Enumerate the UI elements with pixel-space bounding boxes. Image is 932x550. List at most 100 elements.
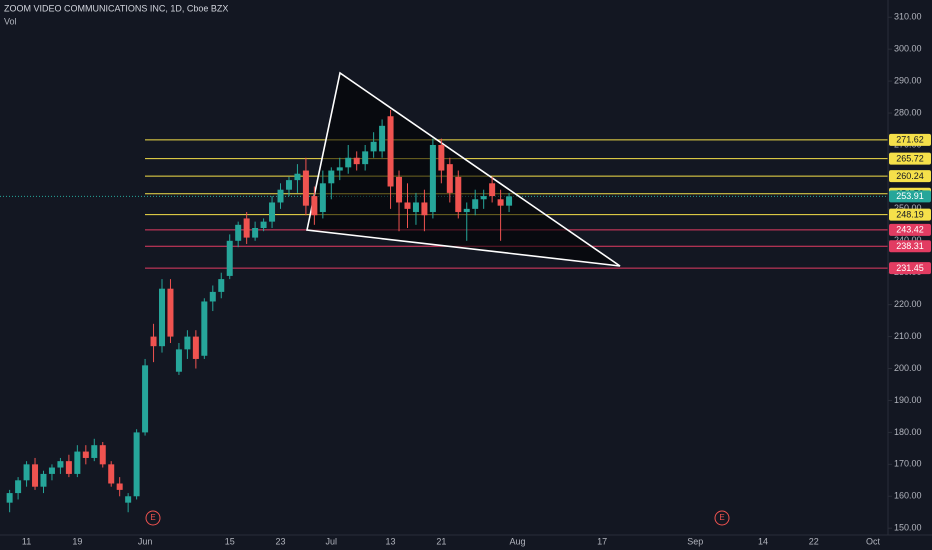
last-price-label: 253.91: [896, 191, 924, 201]
candle-body: [311, 196, 318, 216]
candle-body: [218, 279, 225, 292]
candles: [6, 109, 513, 513]
candle-body: [463, 208, 470, 213]
candle-body: [362, 151, 369, 165]
candle-body: [336, 167, 343, 171]
candle-body: [201, 301, 208, 356]
level-tag: [889, 170, 931, 183]
level-tag: [889, 208, 931, 221]
candle-body: [269, 202, 276, 222]
candle-body: [226, 240, 233, 276]
level-tag-label: 231.45: [896, 263, 924, 273]
y-tick-label: 170.00: [894, 459, 922, 469]
candle-body: [235, 224, 242, 241]
triangle-drawing: [306, 71, 621, 267]
chart-title: ZOOM VIDEO COMMUNICATIONS INC, 1D, Cboe …: [4, 3, 228, 13]
y-tick-label: 200.00: [894, 363, 922, 373]
x-tick-label: 22: [809, 536, 819, 546]
candle-body: [99, 445, 106, 465]
x-tick-label: Oct: [866, 536, 881, 546]
candle-body: [446, 164, 453, 193]
y-tick-label: 280.00: [894, 107, 922, 117]
candle-body: [142, 365, 149, 433]
candle-body: [159, 288, 166, 347]
y-tick-label: 160.00: [894, 491, 922, 501]
earnings-marker[interactable]: [714, 510, 730, 526]
candle-body: [421, 202, 428, 216]
level-tag-label: 238.31: [896, 241, 924, 251]
x-tick-label: Jun: [138, 536, 153, 546]
candle-body: [472, 199, 479, 209]
candle-body: [243, 218, 250, 238]
candle-body: [438, 144, 445, 171]
candle-body: [328, 170, 335, 184]
x-tick-label: 19: [72, 536, 82, 546]
y-tick-label: 250.00: [894, 203, 922, 213]
y-tick-label: 310.00: [894, 12, 922, 22]
candle-body: [65, 461, 72, 474]
chart-subtitle: Vol: [4, 16, 17, 26]
x-tick-label: 13: [386, 536, 396, 546]
candle-body: [150, 336, 157, 347]
candle-body: [175, 349, 182, 372]
y-tick-label: 150.00: [894, 523, 922, 533]
level-tag: [889, 152, 931, 165]
candle-body: [497, 199, 504, 206]
candle-body: [345, 157, 352, 168]
candle-body: [91, 445, 98, 458]
candle-body: [252, 228, 259, 238]
level-tag: [889, 262, 931, 275]
candle-body: [319, 183, 326, 213]
level-tag: [889, 223, 931, 236]
level-tag: [889, 133, 931, 146]
candle-body: [125, 496, 132, 503]
candle-body: [32, 464, 39, 487]
candle-body: [82, 451, 89, 458]
candle-body: [480, 196, 487, 200]
candle-body: [23, 464, 30, 481]
candle-body: [15, 480, 22, 494]
candle-body: [6, 493, 13, 503]
candle-body: [57, 461, 64, 468]
y-tick-label: 210.00: [894, 331, 922, 341]
earnings-label[interactable]: E: [719, 513, 724, 522]
candle-body: [116, 483, 123, 490]
candle-body: [133, 432, 140, 497]
y-tick-label: 300.00: [894, 44, 922, 54]
x-tick-label: 17: [597, 536, 607, 546]
x-tick-label: 15: [225, 536, 235, 546]
candle-body: [353, 157, 360, 165]
candle-body: [396, 176, 403, 203]
candle-body: [455, 176, 462, 213]
earnings-marker[interactable]: [145, 510, 161, 526]
candle-body: [260, 221, 267, 229]
candle-body: [302, 170, 309, 206]
y-tick-label: 190.00: [894, 395, 922, 405]
y-tick-label: 180.00: [894, 427, 922, 437]
x-tick-label: Jul: [326, 536, 338, 546]
x-tick-label: 14: [758, 536, 768, 546]
candle-body: [506, 196, 513, 206]
y-tick-label: 220.00: [894, 299, 922, 309]
x-tick-label: 23: [276, 536, 286, 546]
candle-body: [370, 141, 377, 152]
x-tick-label: Sep: [687, 536, 703, 546]
candle-body: [412, 202, 419, 213]
candle-body: [379, 125, 386, 152]
level-tag-label: 271.62: [896, 135, 924, 145]
x-tick-label: 21: [436, 536, 446, 546]
x-tick-label: Aug: [510, 536, 526, 546]
level-tag: [889, 240, 931, 253]
candle-body: [192, 336, 199, 359]
earnings-label[interactable]: E: [150, 513, 155, 522]
level-tag-label: 265.72: [896, 154, 924, 164]
candle-body: [74, 451, 81, 474]
last-price-tag: [889, 190, 931, 203]
candle-body: [209, 291, 216, 302]
candle-body: [108, 464, 115, 484]
candle-body: [387, 116, 394, 187]
y-tick-label: 290.00: [894, 75, 922, 85]
